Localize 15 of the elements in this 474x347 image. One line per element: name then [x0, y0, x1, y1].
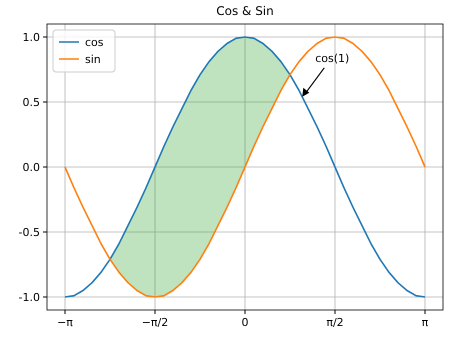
y-tick-label: -1.0: [18, 291, 40, 304]
annotation: cos(1): [315, 52, 350, 65]
line-series: [64, 36, 426, 298]
y-tick-label: 1.0: [22, 31, 40, 44]
legend-label: cos: [85, 36, 104, 49]
x-tick-label: π: [422, 316, 429, 329]
x-tick-label: π/2: [326, 316, 344, 329]
x-tick-label: −π/2: [142, 316, 168, 329]
y-tick-label: 0.5: [22, 96, 40, 109]
legend-label: sin: [85, 53, 101, 66]
y-tick-label: -0.5: [18, 226, 40, 239]
x-tick-label: 0: [242, 316, 248, 329]
chart-title: Cos & Sin: [216, 4, 274, 18]
x-tick-label: −π: [57, 316, 74, 329]
y-tick-label: 0.0: [22, 161, 40, 174]
